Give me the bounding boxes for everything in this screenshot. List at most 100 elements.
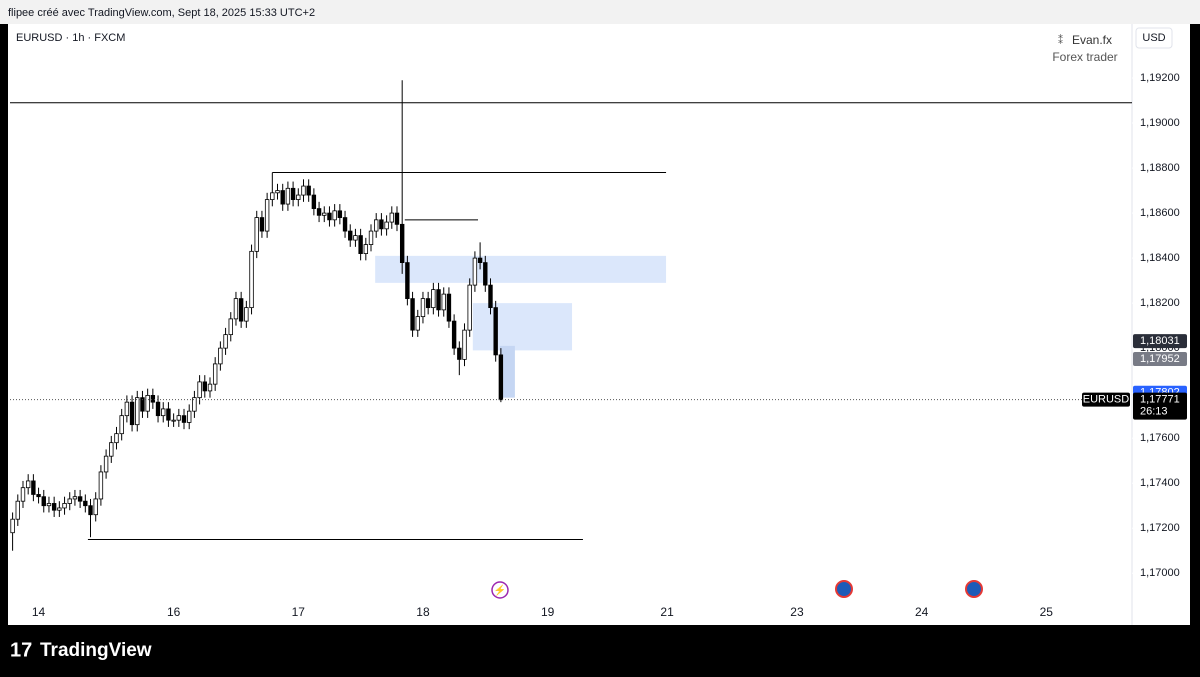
candle-body [72,496,78,500]
candle-body [15,500,20,520]
logo-icon: 17 [10,639,32,661]
candle-body [405,262,410,300]
candle-body [374,219,379,232]
x-tick-label: 23 [790,605,804,619]
candle-body [311,194,317,209]
event-icon[interactable] [835,580,853,598]
candle-body [62,503,67,509]
candle-body [431,289,436,309]
candle-body [342,217,348,232]
caption-bar [0,0,1200,24]
watermark-name: Evan.fx [1072,33,1112,47]
candle-body [20,487,26,502]
candle-body [140,397,145,412]
candle-body [223,334,228,349]
candle-body [259,217,265,232]
candle-body [181,415,187,423]
candle-body [46,503,52,507]
candle-body [150,395,156,403]
price-label: 1,17952 [1140,353,1180,365]
candle-body [363,244,369,254]
event-icon-glyph: ⚡ [494,584,506,597]
y-tick-label: 1,19200 [1140,72,1180,84]
watermark-subtitle: Forex trader [1052,50,1117,64]
candle-body [249,250,254,309]
candle-body [348,230,353,241]
price-label-box [1133,334,1187,349]
x-tick-label: 19 [541,605,555,619]
event-icon[interactable] [491,581,509,599]
caption: flipee créé avec TradingView.com, Sept 1… [8,7,315,19]
countdown: 26:13 [1140,406,1168,418]
y-tick-label: 1,17000 [1140,567,1180,579]
price-label-box [1133,351,1187,366]
zone [499,345,515,398]
candle-body [238,298,244,322]
currency-box[interactable] [1135,27,1173,49]
candle-body [93,498,98,516]
candle-body [327,212,332,221]
candle-body [290,187,296,200]
candle-body [228,318,233,336]
candle-body [218,347,223,365]
candle-body [197,381,202,399]
candle-body [207,383,213,392]
candle-body [31,480,36,495]
event-icon[interactable] [965,580,983,598]
candle-body [353,235,358,241]
candle-body [233,298,239,320]
zone [472,303,573,351]
candle-body [171,419,176,422]
currency[interactable]: USD [1142,32,1165,44]
candle-body [135,397,140,426]
candle-body [187,410,192,423]
y-tick-label: 1,17200 [1140,522,1180,534]
candle-body [145,395,150,412]
candle-body [244,307,249,322]
candle-body [275,190,280,194]
candle-body [57,507,62,511]
candle-body [176,415,182,421]
candle-body [264,199,270,232]
x-tick-label: 25 [1040,605,1054,619]
candle-body [67,498,72,504]
candle-body [296,194,301,200]
candle-body [472,257,478,286]
chart-title: EURUSD · 1h · FXCM [16,32,125,44]
candle-body [192,397,197,412]
symbol-label-box [1082,392,1130,407]
candle-body [202,381,207,392]
candle-body [77,496,83,502]
candle-body [212,363,218,385]
candle-body [467,284,472,331]
candle-body [425,298,431,309]
candle-body [254,217,259,252]
candle-body [389,212,394,223]
candle-body [103,455,109,473]
x-tick-label: 21 [660,605,674,619]
candle-body [399,223,405,263]
candle-body [420,298,426,318]
y-tick-label: 1,18200 [1140,297,1180,309]
candle-body [88,505,93,516]
candle-body [316,208,322,216]
candle-body [306,185,311,196]
candle-body [10,518,15,534]
price-label-box [1133,392,1187,420]
candle-body [83,500,88,507]
candle-body [36,494,41,498]
candle-body [41,496,46,507]
candle-body [161,408,166,417]
candle-body [280,190,285,205]
y-tick-label: 1,17600 [1140,432,1180,444]
candle-body [337,210,343,218]
x-tick-label: 24 [915,605,929,619]
price-label: 1,17771 [1140,394,1180,406]
candle-body [441,293,446,311]
y-tick-label: 1,18600 [1140,207,1180,219]
candle-body [270,192,275,200]
candle-body [457,347,462,360]
candle-body [379,219,384,230]
